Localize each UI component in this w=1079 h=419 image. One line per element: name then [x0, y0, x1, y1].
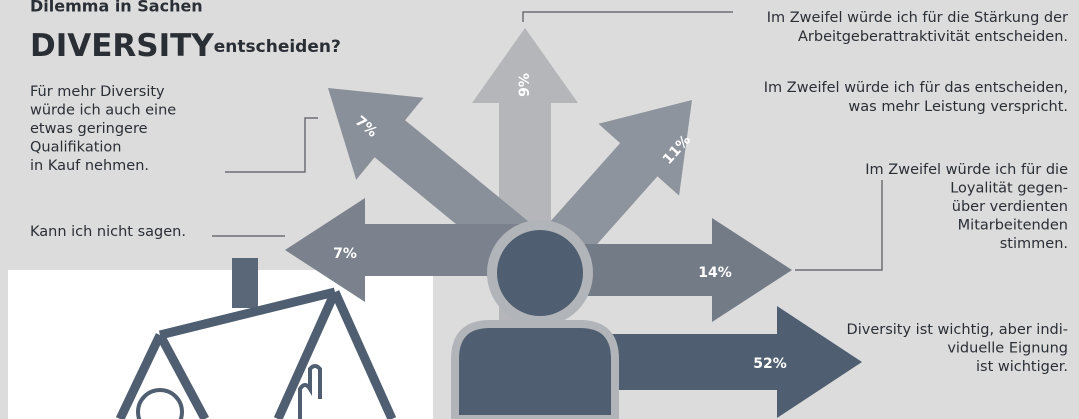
option-label: Loyalität gegen-	[950, 181, 1068, 197]
option-label: etwas geringere	[30, 121, 148, 137]
option-label: Kann ich nicht sagen.	[30, 224, 186, 240]
option-label: in Kauf nehmen.	[30, 158, 149, 174]
person-icon	[451, 220, 619, 419]
option-label: würde ich auch eine	[30, 103, 176, 119]
title-suffix: entscheiden?	[214, 37, 341, 57]
option-label: über verdienten	[952, 199, 1068, 215]
percent-label: 7%	[333, 246, 357, 262]
option-label: Im Zweifel würde ich für die	[865, 162, 1068, 178]
labels: Im Zweifel würde ich für die Stärkung de…	[30, 10, 1068, 375]
scale-icon	[115, 258, 397, 419]
option-label: Für mehr Diversity	[30, 84, 165, 100]
option-label: was mehr Leistung verspricht.	[848, 99, 1068, 115]
percent-label: 9%	[517, 73, 533, 97]
arrow	[560, 218, 792, 322]
title-main: DIVERSITY	[30, 28, 214, 64]
scale-panel	[8, 270, 433, 419]
connectors	[212, 11, 883, 271]
option-label: Im Zweifel würde ich für das entscheiden…	[764, 80, 1068, 96]
option-label: Mitarbeitenden	[958, 218, 1068, 234]
option-label: Im Zweifel würde ich für die Stärkung de…	[767, 10, 1068, 26]
title: DIVERSITYentscheiden?	[30, 28, 341, 64]
option-label: ist wichtiger.	[976, 359, 1068, 375]
percent-label: 14%	[698, 265, 732, 281]
option-label: Diversity ist wichtig, aber indi-	[847, 322, 1068, 338]
option-label: stimmen.	[1000, 236, 1068, 252]
kicker: Dilemma in Sachen	[30, 0, 203, 16]
percent-label: 52%	[753, 356, 787, 372]
option-label: viduelle Eignung	[947, 341, 1068, 357]
option-label: Arbeitgeberattraktivität entscheiden.	[798, 29, 1068, 45]
arrow	[590, 306, 862, 418]
option-label: Qualifikation	[30, 140, 121, 156]
arrow	[285, 198, 530, 302]
